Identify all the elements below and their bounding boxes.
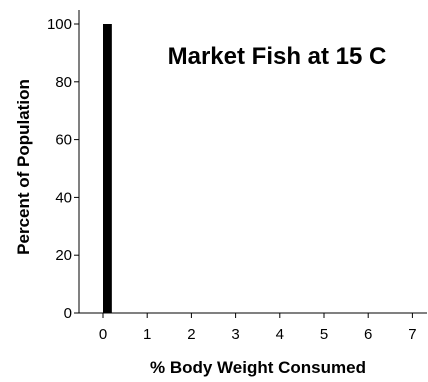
x-tick-label: 4 <box>276 326 284 343</box>
x-tick-label: 0 <box>99 326 107 343</box>
y-tick-label: 20 <box>55 247 72 264</box>
plot-area <box>103 24 112 313</box>
x-tick-label: 5 <box>320 326 328 343</box>
y-axis-title: Percent of Population <box>14 79 33 255</box>
chart-title: Market Fish at 15 C <box>168 43 387 70</box>
x-tick-label: 6 <box>364 326 372 343</box>
y-tick-label: 40 <box>55 189 72 206</box>
x-tick-label: 7 <box>408 326 416 343</box>
x-axis-ticks: 0 1 2 3 4 5 6 7 <box>99 313 417 343</box>
x-axis-title: % Body Weight Consumed <box>150 358 366 377</box>
y-tick-label: 100 <box>47 16 72 33</box>
y-tick-label: 60 <box>55 132 72 149</box>
y-tick-label: 0 <box>64 305 72 322</box>
y-axis-ticks: 0 20 40 60 80 100 <box>47 16 79 322</box>
histogram-bar <box>103 24 112 313</box>
x-tick-label: 1 <box>143 326 151 343</box>
y-tick-label: 80 <box>55 74 72 91</box>
x-tick-label: 2 <box>187 326 195 343</box>
x-tick-label: 3 <box>231 326 239 343</box>
